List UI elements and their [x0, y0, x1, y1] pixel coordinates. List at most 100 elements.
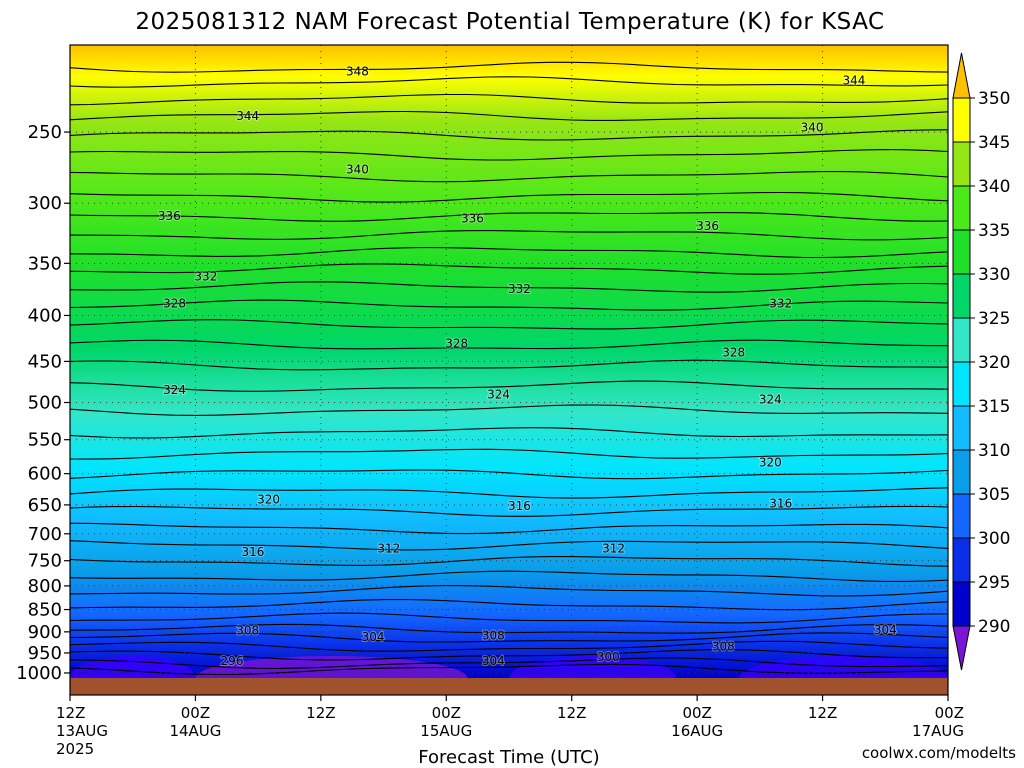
isentrope-line: [70, 657, 948, 669]
y-tick-label: 250: [28, 122, 62, 143]
isentrope-line: [70, 319, 948, 330]
isentrope-line: [70, 299, 948, 311]
isentrope-line: [70, 570, 948, 582]
isentrope-line: [70, 505, 948, 517]
contour-label: 332: [194, 270, 217, 284]
colorbar-segment: [952, 581, 971, 627]
isentrope-line: [70, 380, 948, 392]
colorbar-label: 310: [978, 441, 1010, 461]
x-tick-label: 14AUG: [169, 722, 221, 740]
x-tick-label: 12Z: [808, 704, 837, 722]
colorbar-label: 300: [978, 529, 1010, 549]
contour-label: 304: [874, 623, 897, 637]
colorbar-segment: [952, 625, 971, 671]
contour-label: 304: [362, 630, 385, 644]
colorbar-label: 350: [978, 89, 1010, 109]
contour-label: 328: [445, 337, 468, 351]
colorbar-label: 335: [978, 221, 1010, 241]
x-axis-label: Forecast Time (UTC): [418, 747, 599, 768]
isentrope-line: [70, 171, 948, 183]
isentrope-line: [70, 649, 948, 661]
isentrope-line: [70, 149, 948, 161]
contour-label: 312: [377, 542, 400, 556]
isentrope-line: [70, 584, 948, 597]
contour-label: 316: [508, 499, 531, 513]
contour-label: 332: [769, 297, 792, 311]
isentrope-line: [70, 448, 948, 460]
contour-label: 308: [712, 640, 735, 654]
y-tick-label: 1000: [16, 663, 62, 684]
isentrope-line: [70, 191, 948, 203]
contour-label: 316: [241, 545, 264, 559]
x-tick-label: 17AUG: [912, 722, 964, 740]
colorbar-label: 320: [978, 353, 1010, 373]
contour-label: 300: [597, 650, 620, 664]
isentrope-line: [70, 212, 948, 222]
colorbar-segment: [952, 273, 971, 319]
contour-label: 336: [461, 212, 484, 226]
contour-label: 344: [842, 73, 865, 87]
contour-label: 316: [769, 497, 792, 511]
isentrope-line: [70, 556, 948, 567]
colorbar-segment: [952, 52, 971, 99]
colorbar-label: 305: [978, 485, 1010, 505]
ground-surface: [70, 678, 948, 695]
contour-label: 332: [508, 282, 531, 296]
y-tick-label: 650: [28, 495, 62, 516]
isentrope-line: [70, 404, 948, 416]
isentrope-line: [70, 427, 948, 439]
contour-label: 324: [163, 383, 186, 397]
isentrope-line: [70, 230, 948, 241]
isentrope-line: [70, 540, 948, 551]
isentrope-line: [70, 522, 948, 535]
y-tick-label: 400: [28, 305, 62, 326]
isentrope-line: [70, 61, 948, 73]
y-tick-label: 600: [28, 464, 62, 485]
x-tick-label: 00Z: [432, 704, 461, 722]
y-tick-label: 700: [28, 524, 62, 545]
colorbar-segment: [952, 317, 971, 363]
x-tick-label: 00Z: [935, 704, 964, 722]
isentrope-line: [70, 640, 948, 652]
contour-label: 296: [221, 654, 244, 668]
isentrope-line: [70, 598, 948, 611]
isentrope-line: [70, 110, 948, 121]
colorbar-label: 345: [978, 133, 1010, 153]
y-tick-label: 950: [28, 643, 62, 664]
x-tick-label: 12Z: [306, 704, 335, 722]
contour-label: 348: [346, 64, 369, 78]
contour-label: 336: [158, 209, 181, 223]
x-tick-label: 00Z: [181, 704, 210, 722]
contour-label: 340: [346, 162, 369, 176]
y-tick-label: 500: [28, 393, 62, 414]
colorbar-segment: [952, 97, 971, 143]
colorbar-segment: [952, 141, 971, 187]
y-tick-label: 850: [28, 600, 62, 621]
isentrope-line: [70, 469, 948, 480]
y-tick-label: 350: [28, 253, 62, 274]
contour-label: 328: [722, 346, 745, 360]
x-tick-label: 12Z: [557, 704, 586, 722]
colorbar-segment: [952, 449, 971, 495]
y-tick-label: 900: [28, 622, 62, 643]
contour-label: 324: [487, 388, 510, 402]
y-tick-label: 800: [28, 576, 62, 597]
contour-label: 320: [759, 455, 782, 469]
contour-label: 304: [482, 654, 505, 668]
isentrope-line: [70, 663, 948, 676]
grid-lines: [70, 45, 948, 678]
isentrope-line: [70, 487, 948, 499]
contour-label: 344: [236, 109, 259, 123]
isentrope-line: [70, 632, 948, 643]
colorbar-legend: 350 345 340 335 330 325 320 315 310 305 300 295 290: [952, 52, 1010, 671]
colorbar-segment: [952, 229, 971, 275]
y-tick-label: 300: [28, 193, 62, 214]
colorbar-segment: [952, 361, 971, 407]
colorbar-label: 325: [978, 309, 1010, 329]
colorbar-label: 330: [978, 265, 1010, 285]
y-tick-label: 450: [28, 351, 62, 372]
plot-frame: [69, 44, 949, 696]
colorbar-segment: [952, 405, 971, 451]
